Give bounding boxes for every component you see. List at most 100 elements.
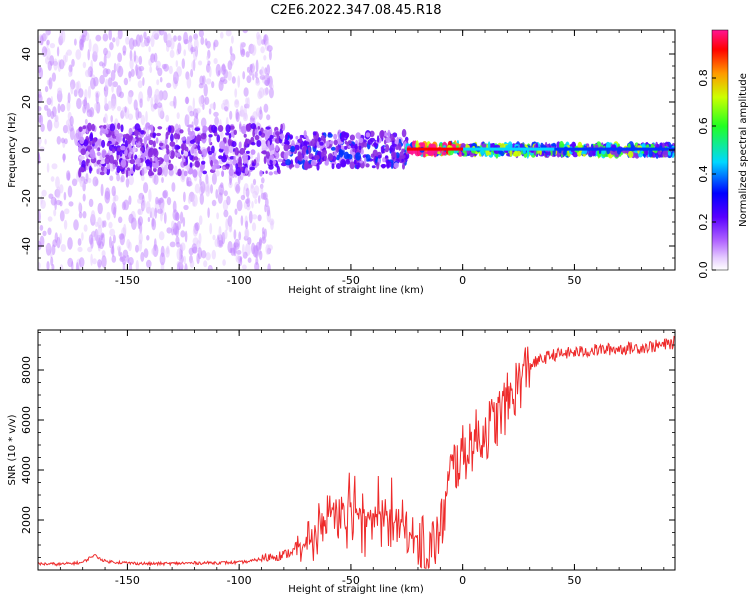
spectrogram-cell: [211, 199, 217, 207]
spectrogram-cell: [116, 85, 122, 98]
snr-y-ticks: 2000 4000 6000 8000: [20, 332, 675, 571]
spectrogram-cell: [66, 170, 71, 181]
spectrogram-cell: [45, 30, 49, 39]
spectrogram-cell: [199, 193, 204, 205]
spectrogram-cell: [255, 79, 261, 86]
spectrogram-cell: [223, 190, 228, 197]
y-tick-label: 6000: [20, 406, 33, 434]
spectrogram-cell: [269, 154, 275, 161]
spectrogram-cell: [106, 142, 110, 147]
spectrogram-cell: [669, 147, 673, 151]
spectrogram-cell: [71, 58, 75, 67]
spectrogram-cell: [194, 160, 201, 168]
spectrogram-cell: [234, 208, 238, 215]
spectrogram-cell: [110, 115, 113, 123]
spectrogram-cell: [570, 147, 574, 151]
spectrogram-cell: [116, 245, 122, 252]
spectrogram-cell: [157, 166, 163, 176]
spectrogram-cell: [401, 129, 407, 138]
spectrogram-cell: [186, 76, 192, 89]
spectrogram-cell: [132, 163, 136, 173]
spectrogram-panel: -150 -100 -50 0 50 -40 -20 0 20 40 Height of str…: [7, 29, 676, 296]
spectrogram-cell: [371, 165, 376, 169]
spectrogram-cell: [153, 238, 157, 252]
spectrogram-cell: [98, 138, 102, 147]
spectrogram-cell: [57, 87, 63, 95]
spectrogram-cell: [184, 230, 188, 243]
spectrogram-cell: [242, 152, 249, 162]
snr-panel: -150 -100 -50 0 50 2000 4000 6000 8000 Height o…: [7, 329, 676, 595]
spectrogram-cell: [365, 163, 370, 168]
spectrogram-cell: [607, 147, 611, 151]
spectrogram-cell: [116, 173, 120, 182]
spectrogram-cell: [471, 147, 475, 151]
spectrogram-cell: [152, 132, 157, 137]
spectrogram-cell: [627, 150, 634, 158]
spectrogram-cell: [242, 264, 247, 270]
spectrogram-cell: [147, 85, 153, 99]
colorbar-tick-label: 0.8: [697, 69, 710, 87]
spectrogram-cell: [495, 144, 500, 149]
spectrogram-cell: [358, 145, 362, 151]
spectrogram-cell: [95, 92, 99, 105]
spectrogram-cell: [104, 78, 109, 92]
spectrogram-cell: [171, 220, 175, 230]
spectrogram-cell: [252, 62, 255, 75]
spectrogram-cell: [119, 233, 126, 246]
spectrogram-cell: [213, 111, 219, 117]
spectrogram-cell: [385, 155, 389, 159]
spectrogram-cell: [101, 149, 107, 158]
spectrogram-cell: [46, 162, 50, 173]
spectrogram-cell: [562, 147, 566, 151]
spectrogram-cell: [656, 147, 660, 151]
spectrogram-cell: [122, 262, 126, 270]
spectrogram-cell: [128, 152, 132, 159]
spectrogram-cell: [546, 147, 550, 151]
x-tick-label: 50: [567, 274, 581, 287]
spectrogram-cell: [158, 231, 165, 241]
spectrogram-cell: [248, 69, 253, 76]
spectrogram-cell: [123, 223, 127, 237]
spectrogram-cell: [179, 260, 183, 270]
spectrogram-cell: [543, 147, 547, 151]
chart-title: C2E6.2022.347.08.45.R18: [270, 3, 441, 18]
spectrogram-cell: [97, 217, 102, 229]
colorbar-tick-label: 0.2: [697, 213, 710, 231]
spectrogram-cell: [658, 147, 662, 151]
spectrogram-cell: [122, 249, 129, 258]
spectrogram-cell: [89, 165, 92, 174]
spectrogram-cell: [157, 102, 163, 109]
spectrogram-cell: [41, 189, 47, 197]
spectrogram-cell: [239, 147, 246, 155]
spectrogram-cell: [192, 97, 195, 110]
spectrogram-cell: [266, 114, 271, 121]
spectrogram-cell: [231, 35, 234, 44]
spectrogram-cell: [345, 158, 351, 165]
spectrogram-cell: [50, 196, 57, 206]
spectrogram-cell: [84, 118, 88, 125]
spectrogram-x-ticks: -150 -100 -50 0 50: [37, 30, 665, 287]
spectrogram-cell: [327, 153, 334, 161]
spectrogram-cell: [216, 212, 220, 220]
spectrogram-cell: [258, 238, 262, 251]
spectrogram-cell: [235, 183, 241, 194]
spectrogram-cell: [634, 147, 638, 151]
spectrogram-cell: [269, 159, 273, 165]
spectrogram-cell: [73, 89, 78, 97]
spectrogram-cell: [618, 147, 622, 151]
spectrogram-cell: [473, 147, 477, 151]
spectrogram-cell: [143, 31, 147, 40]
spectrogram-cell: [148, 147, 155, 156]
spectrogram-cell: [653, 147, 657, 151]
spectrogram-cell: [179, 129, 184, 134]
spectrogram-cell: [42, 230, 47, 237]
spectrogram-cell: [161, 158, 165, 162]
spectrogram-cell: [319, 141, 324, 146]
spectrogram-cell: [128, 127, 133, 136]
spectrogram-cell: [217, 125, 224, 132]
y-tick-label: 2000: [20, 506, 33, 534]
spectrogram-cell: [137, 111, 142, 119]
spectrogram-cell: [380, 164, 387, 168]
spectrogram-cell: [211, 145, 215, 154]
spectrogram-cell: [264, 79, 270, 86]
